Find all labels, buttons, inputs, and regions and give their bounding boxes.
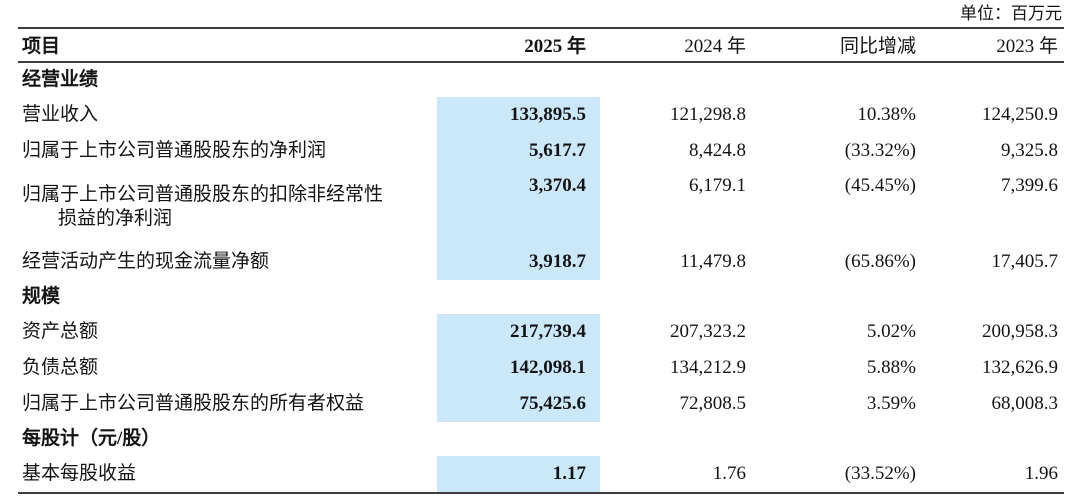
value-2025: 5,617.7 <box>437 133 600 169</box>
row-label: 资产总额 <box>22 321 99 342</box>
section-row-per-share: 每股计（元/股） <box>18 422 1064 456</box>
row-label: 经营活动产生的现金流量净额 <box>22 251 270 272</box>
value-2025: 3,370.4 <box>437 169 600 244</box>
row-label: 营业收入 <box>22 104 99 125</box>
value-2023: 7,399.6 <box>1001 175 1058 196</box>
row-label: 基本每股收益 <box>18 456 437 494</box>
row-label: 归属于上市公司普通股股东的所有者权益 <box>22 393 365 414</box>
row-label-line2: 损益的净利润 <box>58 207 173 229</box>
value-2025: 75,425.6 <box>437 386 600 422</box>
row-label-line1: 归属于上市公司普通股股东的扣除非经常性 <box>22 183 384 205</box>
value-yoy: 5.88% <box>866 357 916 378</box>
col-header-2024: 2024 年 <box>600 28 756 63</box>
value-yoy: (33.32%) <box>844 140 916 161</box>
header-row: 项目 2025 年 2024 年 同比增减 2023 年 <box>18 28 1064 63</box>
value-2025: 133,895.5 <box>437 97 600 133</box>
col-header-item: 项目 <box>18 28 437 63</box>
value-2023: 132,626.9 <box>982 357 1058 378</box>
value-2023: 124,250.9 <box>982 104 1058 125</box>
table-row-total-assets: 资产总额 217,739.4 207,323.2 5.02% 200,958.3 <box>18 314 1064 350</box>
table-row-net-operating-cash-flow: 经营活动产生的现金流量净额 3,918.7 11,479.8 (65.86%) … <box>18 244 1064 280</box>
unit-label: 单位：百万元 <box>960 4 1062 23</box>
value-2024: 11,479.8 <box>680 251 746 272</box>
value-2024: 8,424.8 <box>689 140 746 161</box>
value-2024: 121,298.8 <box>670 104 746 125</box>
table-header: 项目 2025 年 2024 年 同比增减 2023 年 <box>18 28 1064 63</box>
value-2024: 72,808.5 <box>679 393 747 414</box>
value-2025: 1.17 <box>437 456 600 494</box>
value-2025: 142,098.1 <box>437 350 600 386</box>
value-yoy: 3.59% <box>866 393 916 414</box>
value-yoy: (65.86%) <box>844 251 916 272</box>
value-yoy: 5.02% <box>866 321 916 342</box>
table-row-owners-equity-to-shareholders: 归属于上市公司普通股股东的所有者权益 75,425.6 72,808.5 3.5… <box>18 386 1064 422</box>
financial-summary-table: 项目 2025 年 2024 年 同比增减 2023 年 经营业绩 营业收入 1… <box>18 27 1064 494</box>
section-row-operating-results: 经营业绩 <box>18 62 1064 97</box>
col-header-2023: 2023 年 <box>926 28 1064 63</box>
value-2024: 6,179.1 <box>689 175 746 196</box>
value-2023: 17,405.7 <box>991 251 1059 272</box>
value-2025: 3,918.7 <box>437 244 600 280</box>
value-2023: 68,008.3 <box>991 393 1059 414</box>
section-label: 规模 <box>22 286 61 307</box>
value-2023: 200,958.3 <box>982 321 1058 342</box>
value-yoy: (33.52%) <box>756 456 926 494</box>
value-yoy: (45.45%) <box>844 175 916 196</box>
value-2023: 9,325.8 <box>1001 140 1058 161</box>
value-2023: 1.96 <box>926 456 1064 494</box>
value-2024: 1.76 <box>600 456 756 494</box>
section-row-scale: 规模 <box>18 280 1064 314</box>
value-2024: 207,323.2 <box>670 321 746 342</box>
section-label: 每股计（元/股） <box>22 428 161 449</box>
row-label: 归属于上市公司普通股股东的净利润 <box>22 140 327 161</box>
row-label: 负债总额 <box>22 357 99 378</box>
section-label: 经营业绩 <box>22 69 99 90</box>
value-yoy: 10.38% <box>857 104 916 125</box>
value-2025: 217,739.4 <box>437 314 600 350</box>
table-row-operating-revenue: 营业收入 133,895.5 121,298.8 10.38% 124,250.… <box>18 97 1064 133</box>
table-row-net-profit-to-shareholders: 归属于上市公司普通股股东的净利润 5,617.7 8,424.8 (33.32%… <box>18 133 1064 169</box>
table-row-net-profit-excl-nonrecurring: 归属于上市公司普通股股东的扣除非经常性 损益的净利润 3,370.4 6,179… <box>18 169 1064 244</box>
col-header-yoy-change: 同比增减 <box>756 28 926 63</box>
col-header-2025: 2025 年 <box>437 28 600 63</box>
row-label: 归属于上市公司普通股股东的扣除非经常性 损益的净利润 <box>18 169 437 244</box>
table-row-basic-eps: 基本每股收益 1.17 1.76 (33.52%) 1.96 <box>18 456 1064 494</box>
table-row-total-liabilities: 负债总额 142,098.1 134,212.9 5.88% 132,626.9 <box>18 350 1064 386</box>
value-2024: 134,212.9 <box>670 357 746 378</box>
